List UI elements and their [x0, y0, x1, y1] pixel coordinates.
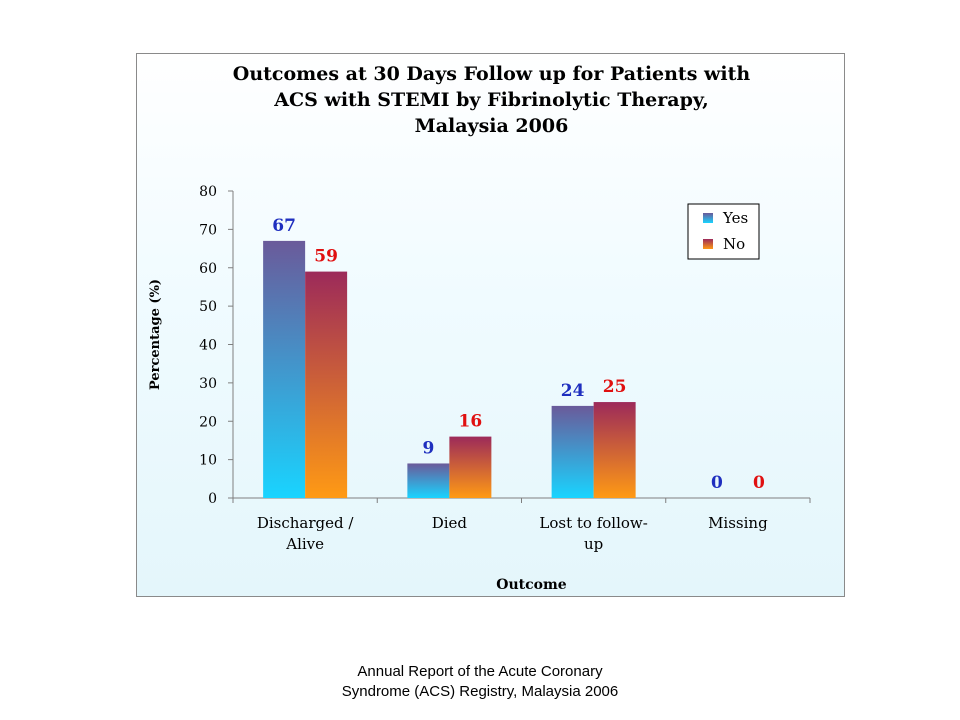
- chart-title-line-1: Outcomes at 30 Days Follow up for Patien…: [232, 63, 751, 85]
- data-label-yes: 24: [561, 381, 585, 401]
- legend-label-no: No: [723, 235, 745, 253]
- bar-no: [449, 436, 492, 498]
- y-tick-label: 10: [199, 453, 217, 469]
- x-category-label: Discharged /: [257, 514, 355, 532]
- footer-line-2: Syndrome (ACS) Registry, Malaysia 2006: [341, 683, 619, 700]
- y-tick-label: 30: [199, 376, 217, 392]
- chart-title-line-2: ACS with STEMI by Fibrinolytic Therapy,: [274, 89, 709, 111]
- x-category-label: up: [584, 535, 603, 553]
- footer-line-1: Annual Report of the Acute Coronary: [357, 663, 603, 680]
- y-tick-label: 60: [199, 261, 217, 277]
- footer-caption: Annual Report of the Acute Coronary Synd…: [0, 662, 960, 702]
- y-tick-label: 80: [199, 184, 217, 200]
- y-tick-label: 70: [199, 222, 217, 238]
- bar-chart: 0 10 20 30 40 50 60 70 80 67 59 Discharged / Alive 9 1…: [148, 184, 811, 593]
- data-label-yes: 0: [711, 473, 723, 493]
- x-category-label: Lost to follow-: [539, 514, 647, 532]
- chart-frame: Outcomes at 30 Days Follow up for Patien…: [136, 53, 845, 597]
- bar-yes: [551, 405, 594, 498]
- x-category-label: Died: [432, 514, 468, 532]
- x-category-label: Missing: [708, 514, 768, 532]
- data-label-no: 16: [459, 412, 483, 432]
- legend-box: [687, 203, 760, 260]
- legend-swatch-yes: [703, 213, 713, 223]
- data-label-yes: 9: [422, 438, 434, 458]
- data-label-yes: 67: [272, 216, 296, 236]
- data-label-no: 59: [314, 247, 338, 267]
- y-tick-label: 50: [199, 299, 217, 315]
- y-axis-title: Percentage (%): [148, 279, 163, 390]
- bar-no: [593, 402, 636, 498]
- x-axis-title: Outcome: [496, 577, 567, 593]
- bar-yes: [407, 463, 450, 498]
- bar-yes: [263, 240, 306, 498]
- legend-swatch-no: [703, 239, 713, 249]
- bar-no: [305, 271, 348, 498]
- y-tick-label: 0: [208, 491, 217, 507]
- y-tick-label: 20: [199, 414, 217, 430]
- chart-title-line-3: Malaysia 2006: [414, 115, 569, 137]
- y-tick-label: 40: [199, 338, 217, 354]
- data-label-no: 25: [603, 377, 627, 397]
- legend-label-yes: Yes: [722, 209, 748, 227]
- data-label-no: 0: [753, 473, 765, 493]
- x-category-label: Alive: [285, 535, 324, 553]
- legend: Yes No: [687, 203, 760, 260]
